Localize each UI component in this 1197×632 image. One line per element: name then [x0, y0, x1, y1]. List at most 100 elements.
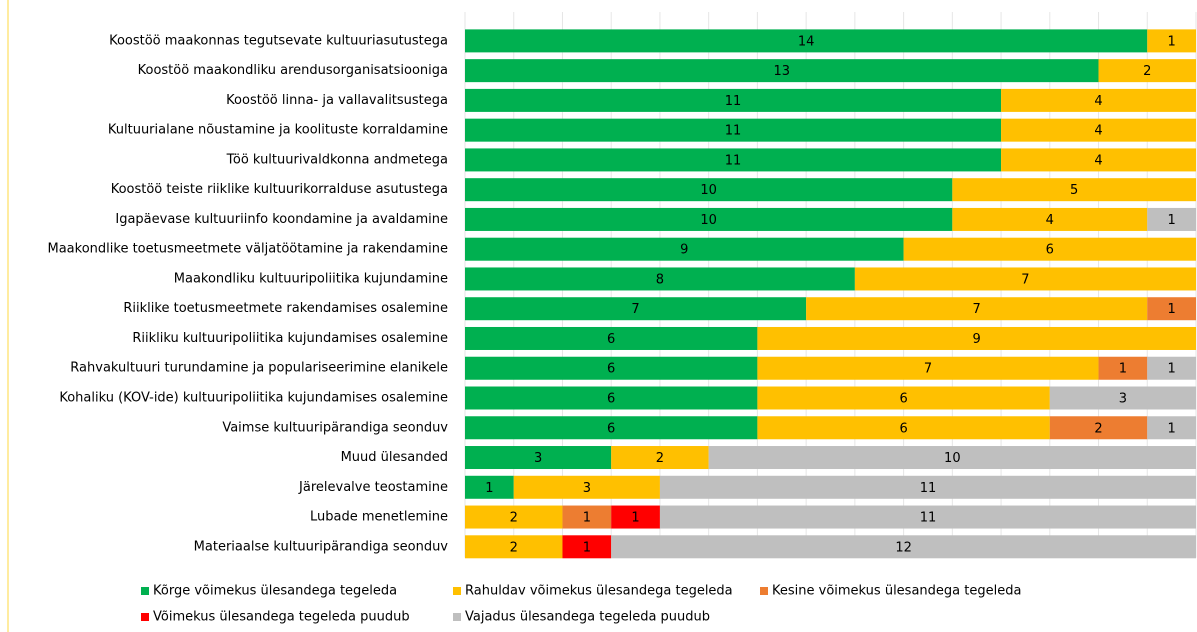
- bar-segment: [465, 416, 758, 440]
- value-label: 1: [1167, 362, 1175, 377]
- category-label: Muud ülesanded: [341, 450, 448, 465]
- value-label: 7: [631, 302, 639, 317]
- value-label: 2: [510, 540, 518, 555]
- bar-segment: [611, 446, 709, 470]
- bar-segment: [465, 148, 1002, 172]
- value-label: 9: [973, 332, 981, 347]
- category-label: Riikliku kultuuripoliitika kujundamises …: [132, 331, 448, 346]
- legend-swatch: [453, 613, 461, 621]
- bar-segment: [757, 416, 1050, 440]
- bar-segment: [465, 446, 612, 470]
- bar-segment: [757, 326, 1196, 350]
- category-label: Kohaliku (KOV-ide) kultuuripoliitika kuj…: [59, 391, 448, 406]
- value-label: 9: [680, 243, 688, 258]
- value-label: 6: [607, 362, 615, 377]
- category-label: Maakondlike toetusmeetmete väljatöötamin…: [48, 242, 449, 257]
- bar-segment: [903, 237, 1196, 261]
- legend-swatch: [141, 613, 149, 621]
- value-label: 1: [583, 511, 591, 526]
- category-label: Töö kultuurivaldkonna andmetega: [226, 152, 448, 167]
- category-label: Järelevalve teostamine: [298, 480, 448, 495]
- value-label: 11: [920, 511, 937, 526]
- value-label: 2: [656, 451, 664, 466]
- bar-segment: [1147, 207, 1196, 231]
- value-label: 1: [1167, 213, 1175, 228]
- bar-segment: [1147, 416, 1196, 440]
- value-label: 10: [700, 183, 717, 198]
- bar-segment: [757, 356, 1099, 380]
- category-label: Koostöö linna- ja vallavalitsustega: [226, 93, 448, 108]
- value-label: 3: [583, 481, 591, 496]
- bar-segment: [806, 297, 1148, 321]
- bar-segment: [465, 326, 758, 350]
- legend-label: Kesine võimekus ülesandega tegeleda: [772, 584, 1021, 599]
- legend-swatch: [141, 587, 149, 595]
- legend-label: Võimekus ülesandega tegeleda puudub: [153, 610, 410, 625]
- value-label: 14: [798, 34, 815, 49]
- bar-segment: [952, 178, 1196, 202]
- bar-segment: [513, 475, 660, 499]
- value-label: 6: [1046, 243, 1054, 258]
- bar-segment: [708, 446, 1196, 470]
- value-label: 10: [700, 213, 717, 228]
- legend-label: Rahuldav võimekus ülesandega tegeleda: [465, 584, 733, 599]
- legend-label: Kõrge võimekus ülesandega tegeleda: [153, 584, 397, 599]
- value-label: 6: [899, 421, 907, 436]
- category-label: Rahvakultuuri turundamine ja popularisee…: [70, 361, 448, 376]
- value-label: 6: [899, 392, 907, 407]
- bar-segment: [1147, 356, 1196, 380]
- value-label: 4: [1046, 213, 1054, 228]
- value-label: 11: [725, 94, 742, 109]
- value-label: 6: [607, 332, 615, 347]
- bar-segment: [659, 505, 1196, 529]
- value-label: 3: [534, 451, 542, 466]
- category-label: Koostöö teiste riiklike kultuurikorraldu…: [111, 182, 448, 197]
- bar-segment: [465, 535, 563, 559]
- category-label: Vaimse kultuuripärandiga seonduv: [222, 420, 448, 435]
- value-label: 11: [725, 153, 742, 168]
- value-label: 11: [920, 481, 937, 496]
- bar-segment: [465, 475, 514, 499]
- category-label: Koostöö maakonnas tegutsevate kultuurias…: [109, 33, 448, 48]
- bar-segment: [562, 535, 612, 559]
- bar-segment: [1147, 297, 1196, 321]
- bar-segment: [659, 475, 1196, 499]
- value-label: 1: [631, 511, 639, 526]
- value-label: 8: [656, 272, 664, 287]
- category-label: Materiaalse kultuuripärandiga seonduv: [194, 539, 449, 554]
- category-label: Igapäevase kultuuriinfo koondamine ja av…: [115, 212, 448, 227]
- value-label: 7: [1021, 272, 1029, 287]
- value-label: 2: [510, 511, 518, 526]
- category-label: Koostöö maakondliku arendusorganisatsioo…: [138, 63, 448, 78]
- value-label: 6: [607, 392, 615, 407]
- bar-segment: [465, 29, 1148, 53]
- value-label: 11: [725, 124, 742, 139]
- category-label: Riiklike toetusmeetmete rakendamises osa…: [123, 301, 448, 316]
- bar-segment: [1001, 88, 1196, 112]
- bar-segment: [757, 386, 1050, 410]
- value-label: 2: [1143, 64, 1151, 79]
- bar-segment: [465, 505, 563, 529]
- category-label: Kultuurialane nõustamine ja koolituste k…: [108, 123, 448, 138]
- bar-segment: [465, 88, 1002, 112]
- bar-segment: [611, 505, 660, 529]
- bar-segment: [465, 356, 758, 380]
- value-label: 1: [1119, 362, 1127, 377]
- bar-segment: [1001, 118, 1196, 142]
- value-label: 1: [1167, 421, 1175, 436]
- category-label: Maakondliku kultuuripoliitika kujundamin…: [174, 271, 448, 286]
- bar-segment: [1049, 416, 1148, 440]
- value-label: 7: [924, 362, 932, 377]
- bar-segment: [1147, 29, 1196, 53]
- value-label: 4: [1094, 124, 1102, 139]
- category-label: Lubade menetlemine: [310, 510, 448, 525]
- legend-swatch: [453, 587, 461, 595]
- value-label: 7: [973, 302, 981, 317]
- bar-segment: [854, 267, 1196, 291]
- bar-segment: [952, 207, 1148, 231]
- bar-segment: [1049, 386, 1196, 410]
- legend-swatch: [760, 587, 768, 595]
- value-label: 13: [773, 64, 790, 79]
- bar-segment: [465, 237, 904, 261]
